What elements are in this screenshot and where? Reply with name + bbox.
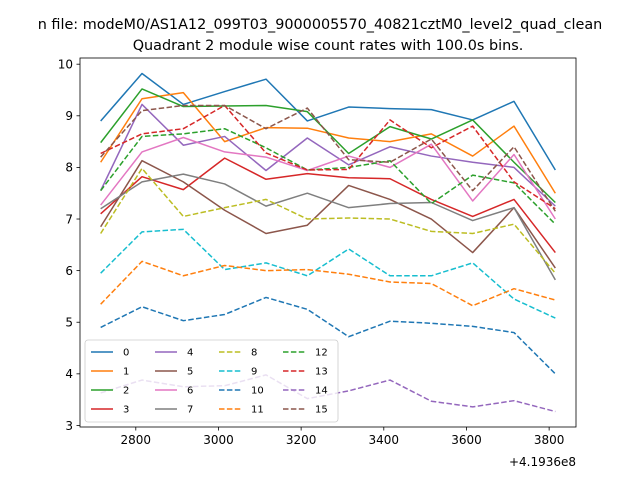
series-line-9 — [100, 228, 556, 319]
x-tick-label: 3000 — [203, 433, 234, 447]
legend-label-8: 8 — [251, 348, 257, 359]
legend-label-3: 3 — [123, 405, 129, 416]
x-tick-label: 3600 — [451, 433, 482, 447]
figure-suptitle: n file: modeM0/AS1A12_099T03_9000005570_… — [38, 17, 603, 33]
series-line-2 — [100, 88, 556, 204]
x-axis-offset-label: +4.1936e8 — [509, 455, 576, 469]
legend-label-11: 11 — [251, 405, 264, 416]
series-line-4 — [99, 103, 556, 207]
x-tick-label: 2800 — [121, 433, 152, 447]
legend-label-7: 7 — [187, 405, 193, 416]
y-tick-label: 9 — [65, 109, 73, 123]
y-tick-label: 3 — [65, 419, 73, 433]
axes: 2800 3000 3200 3400 3600 38003456789100123456… — [58, 57, 577, 447]
y-tick-label: 8 — [65, 161, 73, 175]
series-line-3 — [100, 157, 556, 254]
legend-label-9: 9 — [251, 367, 257, 378]
legend-label-15: 15 — [315, 405, 328, 416]
series-line-13 — [100, 104, 556, 210]
series-line-10 — [100, 296, 556, 375]
legend-label-6: 6 — [187, 386, 193, 397]
series-line-12 — [100, 127, 556, 225]
legend-label-13: 13 — [315, 367, 328, 378]
y-tick-label: 6 — [65, 264, 73, 278]
x-tick-label: 3400 — [369, 433, 400, 447]
legend-label-4: 4 — [187, 348, 193, 359]
y-tick-label: 5 — [65, 316, 73, 330]
series-line-8 — [100, 167, 556, 274]
chart-title: Quadrant 2 module wise count rates with … — [133, 38, 524, 54]
series-line-11 — [100, 260, 556, 307]
legend-label-12: 12 — [315, 348, 328, 359]
y-tick-label: 7 — [65, 212, 73, 226]
y-tick-label: 10 — [58, 57, 73, 71]
series-line-6 — [100, 136, 556, 220]
x-tick-label: 3800 — [534, 433, 565, 447]
series-line-15 — [100, 104, 556, 212]
legend-label-5: 5 — [187, 367, 193, 378]
legend-box — [84, 339, 339, 423]
plot-frame — [79, 57, 577, 428]
legend-label-1: 1 — [123, 367, 129, 378]
series-line-5 — [100, 159, 556, 269]
series-line-0 — [100, 72, 556, 171]
y-tick-label: 4 — [65, 367, 73, 381]
legend-label-10: 10 — [251, 386, 264, 397]
x-tick-label: 3200 — [286, 433, 317, 447]
legend-label-14: 14 — [315, 386, 328, 397]
legend-label-2: 2 — [123, 386, 129, 397]
legend-label-0: 0 — [123, 348, 129, 359]
series-line-7 — [100, 173, 556, 281]
